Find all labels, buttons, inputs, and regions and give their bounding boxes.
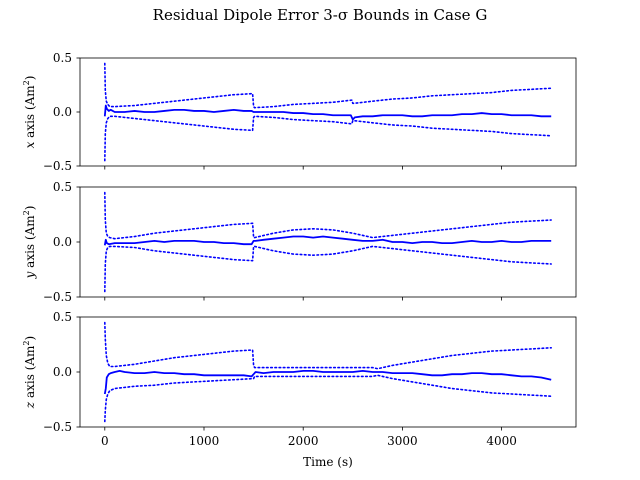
x-axis: 0 1000 2000 3000 4000 [101, 434, 517, 448]
panels: 0.5 0.0 −0.5 x axis (Am2) 0.5 0.0 −0.5 y axis (… [22, 51, 577, 434]
y-axis-label-y: y axis (Am2) [22, 206, 37, 280]
series-x-lower-bound [104, 115, 553, 162]
series-y-estimate-error [103, 235, 552, 246]
series-x-upper-bound [104, 62, 553, 109]
ytick-label: −0.5 [43, 290, 72, 304]
ytick-label: 0.0 [53, 365, 72, 379]
series-z-lower-bound [104, 374, 553, 423]
series-z-estimate-error [103, 369, 552, 395]
xtick-label: 1000 [189, 434, 220, 448]
ytick-label: −0.5 [43, 420, 72, 434]
panel-y: 0.5 0.0 −0.5 y axis (Am2) [22, 180, 577, 304]
series-y-upper-bound [104, 191, 553, 240]
ytick-label: 0.0 [53, 235, 72, 249]
y-axis-label-x: x axis (Am2) [22, 76, 37, 149]
series-y-lower-bound [104, 245, 553, 293]
xtick-label: 3000 [387, 434, 418, 448]
y-axis-label-z: z axis (Am2) [22, 336, 37, 409]
x-axis-label: Time (s) [303, 455, 353, 469]
xtick-label: 4000 [486, 434, 517, 448]
axes-frame-y [79, 186, 577, 298]
chart-title: Residual Dipole Error 3-σ Bounds in Case… [153, 6, 488, 24]
ytick-label: −0.5 [43, 159, 72, 173]
ytick-label: 0.0 [53, 105, 72, 119]
series-x-estimate-error [103, 104, 552, 121]
series-z-upper-bound [104, 321, 553, 370]
xtick-label: 2000 [288, 434, 319, 448]
ytick-label: 0.5 [53, 180, 72, 194]
panel-x: 0.5 0.0 −0.5 x axis (Am2) [22, 51, 577, 173]
ytick-label: 0.5 [53, 51, 72, 65]
panel-z: 0.5 0.0 −0.5 z axis (Am2) [22, 310, 577, 434]
ytick-label: 0.5 [53, 310, 72, 324]
xtick-label: 0 [101, 434, 109, 448]
